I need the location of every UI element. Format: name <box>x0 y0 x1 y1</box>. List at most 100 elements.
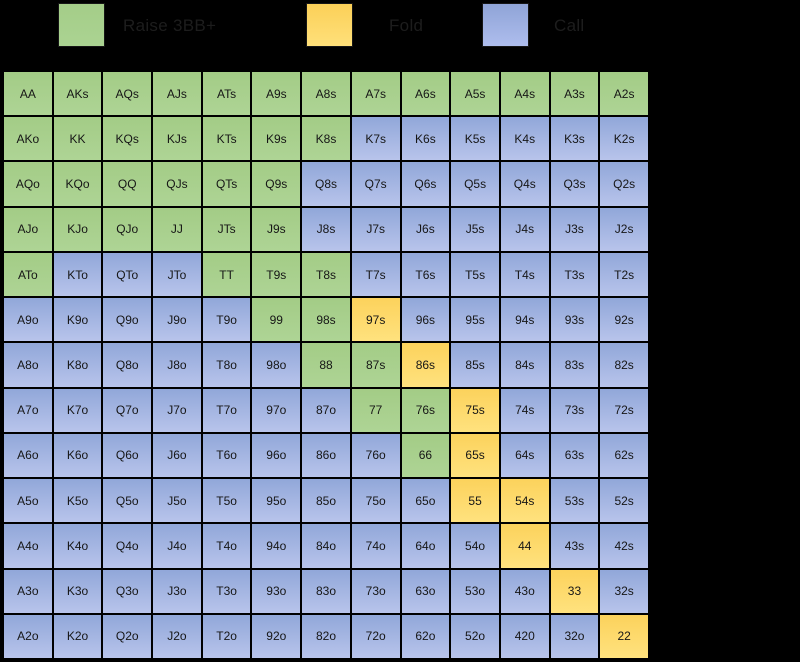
hand-cell-84o: 84o <box>301 523 351 569</box>
hand-cell-K8o: K8o <box>52 342 103 388</box>
hand-cell-99: 99 <box>251 297 302 343</box>
hand-cell-J3s: J3s <box>549 206 600 252</box>
hand-cell-Q7s: Q7s <box>350 161 401 207</box>
hand-cell-J6o: J6o <box>152 432 202 479</box>
hand-cell-53o: 53o <box>450 568 500 614</box>
hand-cell-K3s: K3s <box>549 116 600 162</box>
hand-cell-KTs: KTs <box>201 116 252 162</box>
hand-cell-T8o: T8o <box>201 342 252 388</box>
hand-cell-Q8o: Q8o <box>102 342 153 388</box>
hand-cell-65s: 65s <box>450 432 500 479</box>
hand-cell-ATo: ATo <box>3 251 53 298</box>
hand-cell-K7s: K7s <box>350 116 401 162</box>
hand-cell-J6s: J6s <box>400 206 451 252</box>
legend-label-green: Raise 3BB+ <box>123 16 217 35</box>
hand-cell-QJo: QJo <box>102 206 153 252</box>
hand-cell-J5o: J5o <box>152 478 202 524</box>
hand-cell-A8s: A8s <box>301 71 351 117</box>
hand-cell-K9o: K9o <box>52 297 103 343</box>
hand-cell-85o: 85o <box>301 478 351 524</box>
hand-cell-KQo: KQo <box>52 161 103 207</box>
hand-cell-72s: 72s <box>599 387 649 433</box>
legend-swatch-green <box>58 3 105 47</box>
hand-cell-43s: 43s <box>549 523 600 569</box>
hand-cell-55: 55 <box>450 478 500 524</box>
hand-cell-J2o: J2o <box>152 613 202 659</box>
hand-cell-86s: 86s <box>400 342 451 388</box>
hand-cell-52o: 52o <box>450 613 500 659</box>
hand-cell-Q4o: Q4o <box>102 523 153 569</box>
hand-cell-Q5s: Q5s <box>450 161 500 207</box>
hand-cell-74s: 74s <box>499 387 550 433</box>
hand-cell-Q4s: Q4s <box>499 161 550 207</box>
hand-cell-95o: 95o <box>251 478 302 524</box>
hand-cell-86o: 86o <box>301 432 351 479</box>
hand-cell-T3o: T3o <box>201 568 252 614</box>
hand-cell-A4s: A4s <box>499 71 550 117</box>
hand-cell-87s: 87s <box>350 342 401 388</box>
hand-cell-44: 44 <box>499 523 550 569</box>
hand-cell-T3s: T3s <box>549 251 600 298</box>
hand-cell-T5s: T5s <box>450 251 500 298</box>
hand-cell-A7s: A7s <box>350 71 401 117</box>
hand-cell-AA: AA <box>3 71 53 117</box>
hand-cell-J2s: J2s <box>599 206 649 252</box>
hand-cell-98o: 98o <box>251 342 302 388</box>
hand-cell-93s: 93s <box>549 297 600 343</box>
hand-cell-T6o: T6o <box>201 432 252 479</box>
hand-cell-93o: 93o <box>251 568 302 614</box>
hand-cell-KJo: KJo <box>52 206 103 252</box>
hand-cell-A4o: A4o <box>3 523 53 569</box>
hand-cell-54o: 54o <box>450 523 500 569</box>
hand-cell-83o: 83o <box>301 568 351 614</box>
legend-label-yellow: Fold <box>389 16 424 35</box>
hand-cell-A5s: A5s <box>450 71 500 117</box>
hand-cell-94s: 94s <box>499 297 550 343</box>
hand-cell-JJ: JJ <box>152 206 202 252</box>
hand-cell-J4o: J4o <box>152 523 202 569</box>
hand-cell-74o: 74o <box>350 523 401 569</box>
hand-cell-J5s: J5s <box>450 206 500 252</box>
hand-cell-AQo: AQo <box>3 161 53 207</box>
hand-cell-Q6o: Q6o <box>102 432 153 479</box>
hand-cell-T2o: T2o <box>201 613 252 659</box>
hand-cell-K5o: K5o <box>52 478 103 524</box>
hand-cell-A3s: A3s <box>549 71 600 117</box>
hand-cell-76s: 76s <box>400 387 451 433</box>
hand-cell-K6s: K6s <box>400 116 451 162</box>
hand-cell-Q8s: Q8s <box>301 161 351 207</box>
hand-cell-43o: 43o <box>499 568 550 614</box>
hand-cell-J3o: J3o <box>152 568 202 614</box>
hand-cell-82o: 82o <box>301 613 351 659</box>
hand-cell-97o: 97o <box>251 387 302 433</box>
hand-cell-A8o: A8o <box>3 342 53 388</box>
hand-cell-53s: 53s <box>549 478 600 524</box>
hand-cell-AKs: AKs <box>52 71 103 117</box>
hand-cell-82s: 82s <box>599 342 649 388</box>
hand-cell-88: 88 <box>301 342 351 388</box>
hand-cell-94o: 94o <box>251 523 302 569</box>
hand-cell-J9o: J9o <box>152 297 202 343</box>
hand-cell-J8s: J8s <box>301 206 351 252</box>
hand-cell-72o: 72o <box>350 613 401 659</box>
hand-cell-A2s: A2s <box>599 71 649 117</box>
hand-cell-62s: 62s <box>599 432 649 479</box>
hand-cell-A6s: A6s <box>400 71 451 117</box>
hand-cell-420: 420 <box>499 613 550 659</box>
hand-cell-22: 22 <box>599 613 649 659</box>
hand-cell-T4s: T4s <box>499 251 550 298</box>
hand-cell-K6o: K6o <box>52 432 103 479</box>
hand-cell-KTo: KTo <box>52 251 103 298</box>
hand-cell-96o: 96o <box>251 432 302 479</box>
hand-cell-66: 66 <box>400 432 451 479</box>
hand-cell-AKo: AKo <box>3 116 53 162</box>
hand-cell-42s: 42s <box>599 523 649 569</box>
hand-cell-92o: 92o <box>251 613 302 659</box>
hand-cell-T2s: T2s <box>599 251 649 298</box>
hand-cell-98s: 98s <box>301 297 351 343</box>
hand-cell-87o: 87o <box>301 387 351 433</box>
hand-cell-A9s: A9s <box>251 71 302 117</box>
hand-cell-K2o: K2o <box>52 613 103 659</box>
hand-cell-JTo: JTo <box>152 251 202 298</box>
hand-cell-52s: 52s <box>599 478 649 524</box>
